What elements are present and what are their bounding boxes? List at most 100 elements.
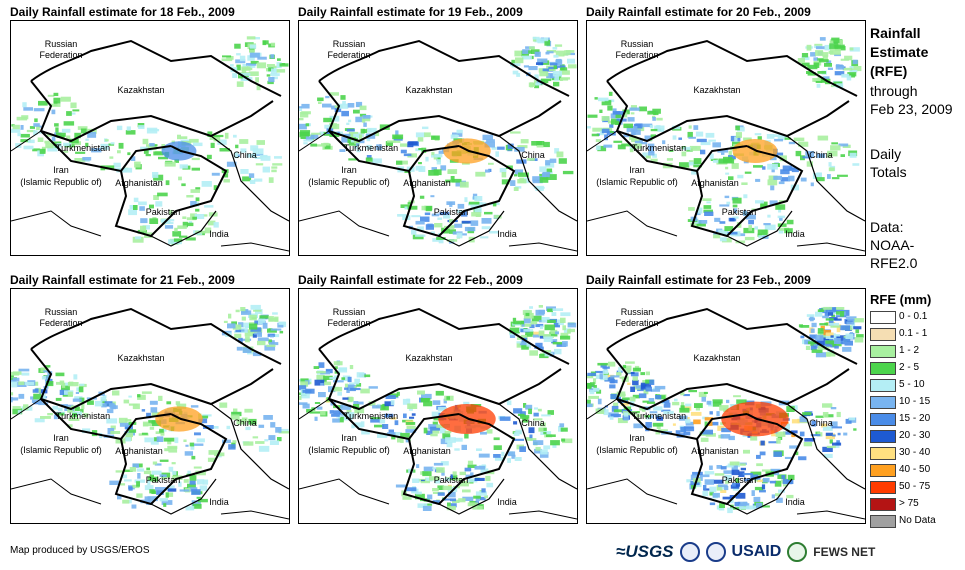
usaid-logo: USAID	[731, 543, 782, 560]
panel-title: Daily Rainfall estimate for 21 Feb., 200…	[10, 273, 235, 287]
through-label: through	[870, 83, 918, 99]
legend-swatch	[870, 464, 896, 477]
country-label-india: India	[497, 497, 517, 507]
country-borders	[299, 39, 577, 252]
country-label-russia-line2: Federation	[615, 318, 658, 328]
fews-net-logo: FEWS NET	[813, 545, 876, 559]
country-label-kazakhstan: Kazakhstan	[405, 85, 452, 95]
country-label-pakistan: Pakistan	[434, 475, 469, 485]
country-label-iran-line2: (Islamic Republic of)	[596, 445, 678, 455]
country-label-russia-line1: Russian	[621, 39, 654, 49]
logo-strip: ≈USGS USAID FEWS NET	[616, 538, 875, 566]
legend-swatch	[870, 413, 896, 426]
country-label-kazakhstan: Kazakhstan	[693, 85, 740, 95]
legend-swatch	[870, 447, 896, 460]
country-borders	[11, 39, 289, 252]
legend-swatch	[870, 379, 896, 392]
country-label-china: China	[233, 418, 257, 428]
country-label-turkmenistan: Turkmenistan	[344, 411, 398, 421]
country-label-pakistan: Pakistan	[146, 475, 181, 485]
country-borders	[299, 307, 577, 520]
rainfall-raster	[587, 37, 862, 244]
country-label-india: India	[209, 229, 229, 239]
country-label-iran-line1: Iran	[341, 165, 357, 175]
legend-label: 20 - 30	[899, 430, 931, 441]
country-label-russia-line2: Federation	[615, 50, 658, 60]
legend-swatch	[870, 345, 896, 358]
country-label-india: India	[209, 497, 229, 507]
map-panel: Daily Rainfall estimate for 19 Feb., 200…	[298, 5, 578, 256]
country-label-iran-line2: (Islamic Republic of)	[596, 177, 678, 187]
country-label-russia-line2: Federation	[39, 318, 82, 328]
country-label-russia-line2: Federation	[327, 318, 370, 328]
panel-title: Daily Rainfall estimate for 19 Feb., 200…	[298, 5, 523, 19]
country-label-afghanistan: Afghanistan	[403, 178, 451, 188]
through-date: through Feb 23, 2009	[870, 82, 953, 118]
legend-label: 2 - 5	[899, 362, 920, 373]
data-label: Data:	[870, 219, 904, 235]
legend-swatch	[870, 515, 896, 528]
data-source-line1: NOAA-	[870, 237, 915, 253]
country-label-pakistan: Pakistan	[722, 475, 757, 485]
totals-label: Totals	[870, 164, 907, 180]
through-date-value: Feb 23, 2009	[870, 101, 953, 117]
legend-swatch	[870, 362, 896, 375]
rfe-title-line1: Rainfall	[870, 25, 921, 41]
legend-swatch	[870, 498, 896, 511]
panel-title: Daily Rainfall estimate for 18 Feb., 200…	[10, 5, 235, 19]
legend-label: 50 - 75	[899, 481, 931, 492]
country-label-iran-line2: (Islamic Republic of)	[308, 177, 390, 187]
country-borders	[587, 39, 865, 252]
rainfall-map: Russian Federation Kazakhstan Turkmenistan I…	[10, 20, 290, 256]
country-label-iran-line2: (Islamic Republic of)	[20, 177, 102, 187]
legend-swatch	[870, 328, 896, 341]
country-label-russia-line1: Russian	[333, 307, 366, 317]
legend-label: 30 - 40	[899, 447, 931, 458]
country-label-kazakhstan: Kazakhstan	[405, 353, 452, 363]
legend-swatch	[870, 481, 896, 494]
data-source-line2: RFE2.0	[870, 255, 918, 271]
legend-label: 0.1 - 1	[899, 328, 928, 339]
legend-label: 0 - 0.1	[899, 311, 928, 322]
legend-swatch	[870, 430, 896, 443]
country-label-afghanistan: Afghanistan	[691, 178, 739, 188]
legend-label: 5 - 10	[899, 379, 925, 390]
country-label-india: India	[785, 229, 805, 239]
fews-globe-icon	[787, 542, 808, 562]
noaa-seal-icon	[679, 542, 700, 562]
country-label-kazakhstan: Kazakhstan	[693, 353, 740, 363]
legend-swatch	[870, 396, 896, 409]
country-label-india: India	[497, 229, 517, 239]
country-label-russia-line1: Russian	[333, 39, 366, 49]
country-label-china: China	[809, 150, 833, 160]
country-borders	[587, 307, 865, 520]
country-label-iran-line1: Iran	[53, 433, 69, 443]
country-label-iran-line2: (Islamic Republic of)	[20, 445, 102, 455]
map-panel: Daily Rainfall estimate for 20 Feb., 200…	[586, 5, 866, 256]
map-panel: Daily Rainfall estimate for 18 Feb., 200…	[10, 5, 290, 256]
country-label-russia-line2: Federation	[39, 50, 82, 60]
dhs-seal-icon	[705, 542, 726, 562]
rainfall-map: Russian Federation Kazakhstan Turkmenistan I…	[586, 288, 866, 524]
legend-label: 10 - 15	[899, 396, 931, 407]
country-label-afghanistan: Afghanistan	[115, 178, 163, 188]
country-label-iran-line1: Iran	[629, 165, 645, 175]
country-label-pakistan: Pakistan	[146, 207, 181, 217]
country-label-china: China	[809, 418, 833, 428]
legend-label: 15 - 20	[899, 413, 931, 424]
map-panel: Daily Rainfall estimate for 21 Feb., 200…	[10, 273, 290, 524]
country-label-iran-line1: Iran	[629, 433, 645, 443]
country-label-turkmenistan: Turkmenistan	[632, 411, 686, 421]
country-label-russia-line2: Federation	[327, 50, 370, 60]
country-label-pakistan: Pakistan	[722, 207, 757, 217]
country-label-india: India	[785, 497, 805, 507]
country-label-russia-line1: Russian	[45, 39, 78, 49]
country-label-afghanistan: Afghanistan	[403, 446, 451, 456]
country-label-iran-line2: (Islamic Republic of)	[308, 445, 390, 455]
country-label-turkmenistan: Turkmenistan	[344, 143, 398, 153]
country-label-afghanistan: Afghanistan	[115, 446, 163, 456]
country-label-pakistan: Pakistan	[434, 207, 469, 217]
panel-title: Daily Rainfall estimate for 23 Feb., 200…	[586, 273, 811, 287]
legend-swatch	[870, 311, 896, 324]
map-panel: Daily Rainfall estimate for 23 Feb., 200…	[586, 273, 866, 524]
